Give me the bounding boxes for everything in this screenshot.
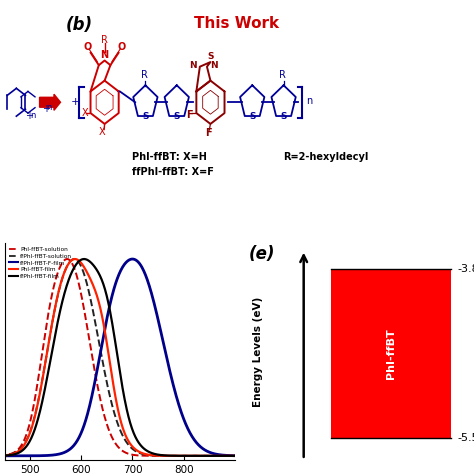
Text: ffPhI-ffBT: X=F: ffPhI-ffBT: X=F	[132, 167, 214, 177]
Text: R=2-hexyldecyl: R=2-hexyldecyl	[283, 152, 369, 162]
Text: (b): (b)	[65, 16, 92, 34]
Text: (e): (e)	[249, 246, 275, 264]
Text: R: R	[101, 36, 108, 46]
Text: X: X	[99, 127, 106, 137]
Text: S: S	[249, 112, 255, 121]
Text: N: N	[210, 61, 218, 70]
Text: n: n	[306, 96, 312, 106]
Text: X: X	[82, 108, 88, 118]
Text: F: F	[205, 128, 211, 138]
Text: F: F	[187, 109, 193, 119]
Text: +: +	[42, 103, 50, 114]
Text: S: S	[280, 112, 287, 121]
Text: PhI-ffBT: PhI-ffBT	[386, 328, 396, 379]
FancyArrow shape	[39, 94, 61, 110]
Text: +: +	[71, 97, 80, 107]
Legend: PhI-ffBT-solution, ffPhI-ffBT-solution, ffPhI-ffBT-F-film, PhI-ffBT-film, ffPhI-: PhI-ffBT-solution, ffPhI-ffBT-solution, …	[8, 246, 73, 280]
Text: Energy Levels (eV): Energy Levels (eV)	[253, 296, 263, 407]
Text: -5.55: -5.55	[458, 433, 474, 443]
Text: -3.80: -3.80	[458, 264, 474, 274]
Text: S: S	[142, 112, 149, 121]
Text: S: S	[173, 112, 180, 121]
Text: O: O	[83, 42, 92, 52]
Text: O: O	[118, 42, 126, 52]
Text: n: n	[30, 111, 35, 120]
Text: R: R	[141, 70, 148, 80]
Text: R: R	[279, 70, 286, 80]
Text: N: N	[189, 61, 197, 70]
Text: S: S	[207, 52, 214, 61]
Text: N: N	[100, 50, 109, 60]
Text: This Work: This Work	[194, 16, 280, 31]
Text: n: n	[46, 103, 52, 112]
Text: PhI-ffBT: X=H: PhI-ffBT: X=H	[132, 152, 207, 162]
Text: +: +	[25, 111, 33, 121]
